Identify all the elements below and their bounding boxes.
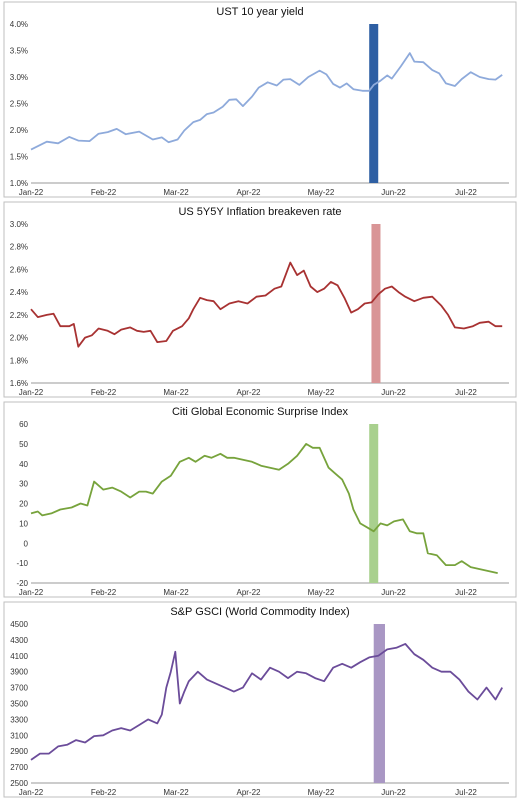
y-tick-label: 10 [19, 519, 28, 528]
highlight-band [369, 24, 379, 183]
y-tick-label: 2900 [10, 747, 28, 756]
us-5y5y-breakeven-chart: US 5Y5Y Inflation breakeven rate 1.6% 1.8%… [0, 200, 520, 400]
x-tick-label: May-22 [308, 788, 335, 797]
y-tick-label: 1.6% [10, 379, 28, 388]
chart-title: UST 10 year yield [216, 6, 303, 18]
y-tick-label: 3500 [10, 700, 28, 709]
y-tick-label: 2500 [10, 779, 28, 788]
y-tick-label: 3.0% [10, 73, 28, 82]
y-tick-label: 1.0% [10, 179, 28, 188]
x-tick-label: Feb-22 [91, 588, 117, 597]
chart-title: S&P GSCI (World Commodity Index) [170, 606, 349, 618]
y-tick-label: 2700 [10, 763, 28, 772]
y-tick-label: 4.0% [10, 20, 28, 29]
x-tick-label: Jan-22 [19, 788, 44, 797]
y-tick-label: 3100 [10, 731, 28, 740]
y-tick-label: 3700 [10, 684, 28, 693]
series-line [30, 52, 503, 151]
x-tick-label: Jan-22 [19, 388, 44, 397]
y-tick-label: 3900 [10, 668, 28, 677]
y-tick-label: 1.8% [10, 356, 28, 365]
x-tick-label: Mar-22 [163, 788, 189, 797]
panel-frame [3, 201, 517, 398]
series-line [30, 261, 503, 348]
x-tick-label: Mar-22 [163, 588, 189, 597]
y-tick-label: 1.5% [10, 153, 28, 162]
x-tick-label: Jun-22 [381, 388, 406, 397]
y-tick-label: 2.6% [10, 265, 28, 274]
x-tick-label: May-22 [308, 188, 335, 197]
sp-gsci-chart: S&P GSCI (World Commodity Index) 2500 2700… [0, 600, 520, 800]
chart-title: Citi Global Economic Surprise Index [172, 406, 349, 418]
x-tick-label: Apr-22 [236, 388, 261, 397]
highlight-band [371, 224, 381, 383]
y-tick-label: 3300 [10, 715, 28, 724]
x-tick-label: Feb-22 [91, 188, 117, 197]
x-tick-label: Mar-22 [163, 188, 189, 197]
citi-surprise-index-svg: Citi Global Economic Surprise Index -20 -1… [3, 401, 517, 598]
ust-10-year-yield-chart: UST 10 year yield 1.0% 1.5% 2.0% 2.5% 3.0% 3.5… [0, 0, 520, 200]
y-tick-label: 4300 [10, 636, 28, 645]
x-tick-label: Jul-22 [455, 788, 477, 797]
y-tick-label: 2.5% [10, 100, 28, 109]
x-tick-label: Apr-22 [236, 788, 261, 797]
sp-gsci-svg: S&P GSCI (World Commodity Index) 2500 2700… [3, 601, 517, 798]
y-tick-label: 4500 [10, 620, 28, 629]
y-tick-label: 2.4% [10, 288, 28, 297]
x-tick-label: Jul-22 [455, 388, 477, 397]
x-tick-label: Apr-22 [236, 188, 261, 197]
x-tick-label: Apr-22 [236, 588, 261, 597]
y-tick-label: 2.2% [10, 311, 28, 320]
y-tick-label: 2.0% [10, 126, 28, 135]
y-tick-label: 4100 [10, 652, 28, 661]
panel-frame [3, 601, 517, 798]
x-tick-label: Jan-22 [19, 188, 44, 197]
x-tick-label: Mar-22 [163, 388, 189, 397]
y-tick-label: 2.8% [10, 243, 28, 252]
citi-surprise-index-chart: Citi Global Economic Surprise Index -20 -1… [0, 400, 520, 600]
panel-frame [3, 401, 517, 598]
x-tick-label: May-22 [308, 588, 335, 597]
y-tick-label: -20 [16, 579, 28, 588]
x-tick-label: Jul-22 [455, 188, 477, 197]
us-5y5y-breakeven-svg: US 5Y5Y Inflation breakeven rate 1.6% 1.8%… [3, 201, 517, 398]
y-tick-label: 30 [19, 480, 28, 489]
x-tick-label: Jul-22 [455, 588, 477, 597]
panel-frame [3, 1, 517, 198]
y-tick-label: 40 [19, 460, 28, 469]
y-tick-label: 20 [19, 500, 28, 509]
chart-title: US 5Y5Y Inflation breakeven rate [178, 206, 341, 218]
x-tick-label: Feb-22 [91, 788, 117, 797]
highlight-band [369, 424, 379, 583]
x-tick-label: May-22 [308, 388, 335, 397]
series-line [30, 643, 503, 761]
x-tick-label: Jun-22 [381, 188, 406, 197]
highlight-band [373, 624, 385, 783]
y-tick-label: -10 [16, 559, 28, 568]
x-tick-label: Jun-22 [381, 588, 406, 597]
y-tick-label: 60 [19, 420, 28, 429]
x-tick-label: Jan-22 [19, 588, 44, 597]
y-tick-label: 50 [19, 440, 28, 449]
y-tick-label: 3.0% [10, 220, 28, 229]
y-tick-label: 2.0% [10, 334, 28, 343]
x-tick-label: Jun-22 [381, 788, 406, 797]
x-tick-label: Feb-22 [91, 388, 117, 397]
y-tick-label: 0 [24, 539, 29, 548]
series-line [30, 443, 498, 574]
ust-10-year-yield-svg: UST 10 year yield 1.0% 1.5% 2.0% 2.5% 3.0% 3.5… [3, 1, 517, 198]
y-tick-label: 3.5% [10, 47, 28, 56]
